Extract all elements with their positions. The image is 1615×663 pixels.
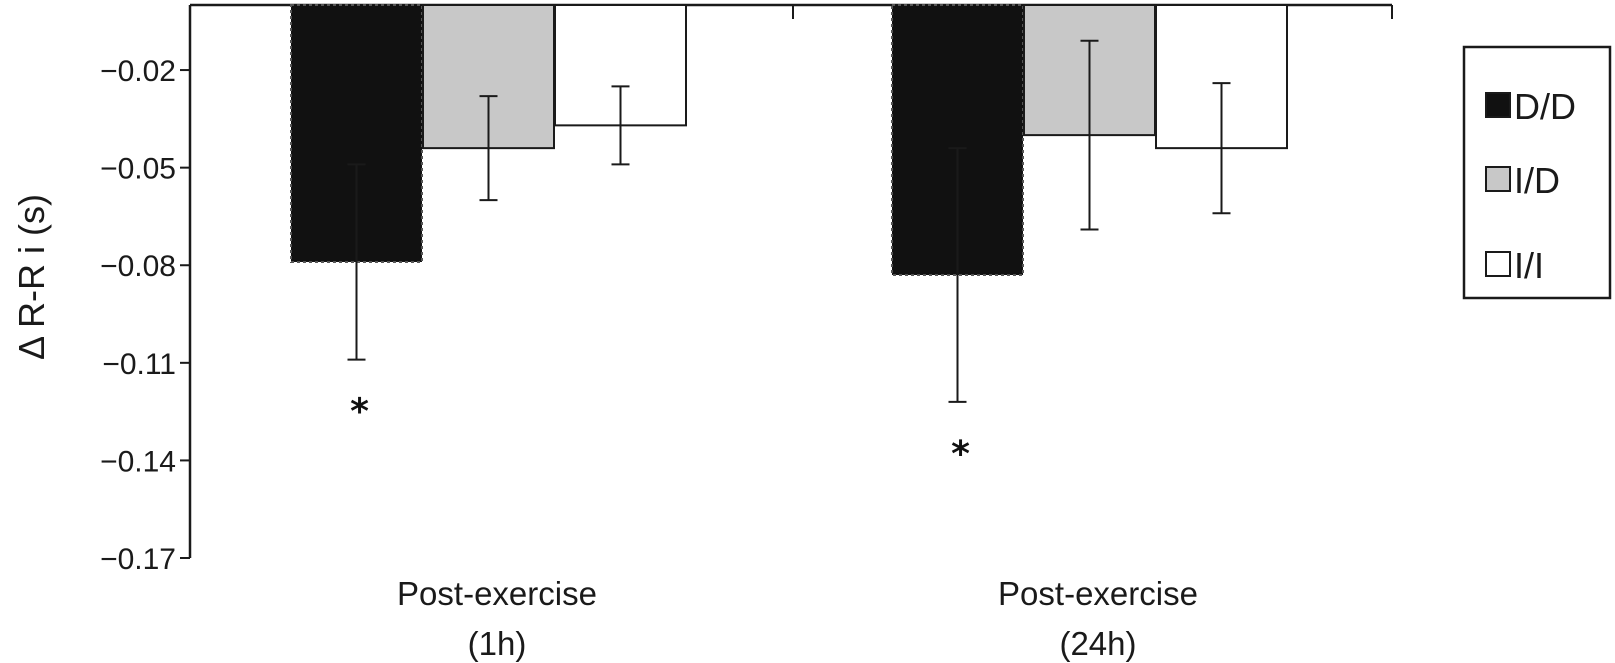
y-tick-label: −0.08: [100, 250, 176, 283]
error-bar: [479, 95, 498, 202]
y-tick-label: −0.05: [100, 153, 176, 186]
x-category-label: Post-exercise: [397, 575, 597, 612]
legend-swatch: [1485, 92, 1511, 118]
error-bar: [611, 85, 630, 166]
legend-label: I/D: [1514, 160, 1560, 201]
legend-swatch: [1485, 251, 1511, 277]
error-bar: [1080, 39, 1099, 231]
error-bar: [948, 147, 967, 403]
y-tick-label: −0.02: [100, 55, 176, 88]
legend: D/D I/D I/I: [1462, 45, 1612, 300]
plot-area: −0.02 −0.05 −0.08 −0.11 −0.14 −0.17 * * Post-exe…: [100, 3, 1393, 662]
y-tick-label: −0.14: [100, 445, 176, 478]
x-category-label-sub: (1h): [468, 625, 527, 662]
y-axis-label: Δ R-R i (s): [11, 194, 52, 360]
legend-label: D/D: [1514, 86, 1576, 127]
y-tick-label: −0.17: [100, 543, 176, 576]
x-category-label-sub: (24h): [1059, 625, 1136, 662]
error-bar: [347, 163, 366, 361]
y-tick-label: −0.11: [102, 348, 176, 381]
significance-marker: *: [951, 434, 970, 475]
legend-swatch: [1485, 166, 1511, 192]
legend-label: I/I: [1514, 245, 1544, 286]
x-category-label: Post-exercise: [998, 575, 1198, 612]
significance-marker: *: [350, 392, 369, 433]
error-bar: [1212, 82, 1231, 215]
